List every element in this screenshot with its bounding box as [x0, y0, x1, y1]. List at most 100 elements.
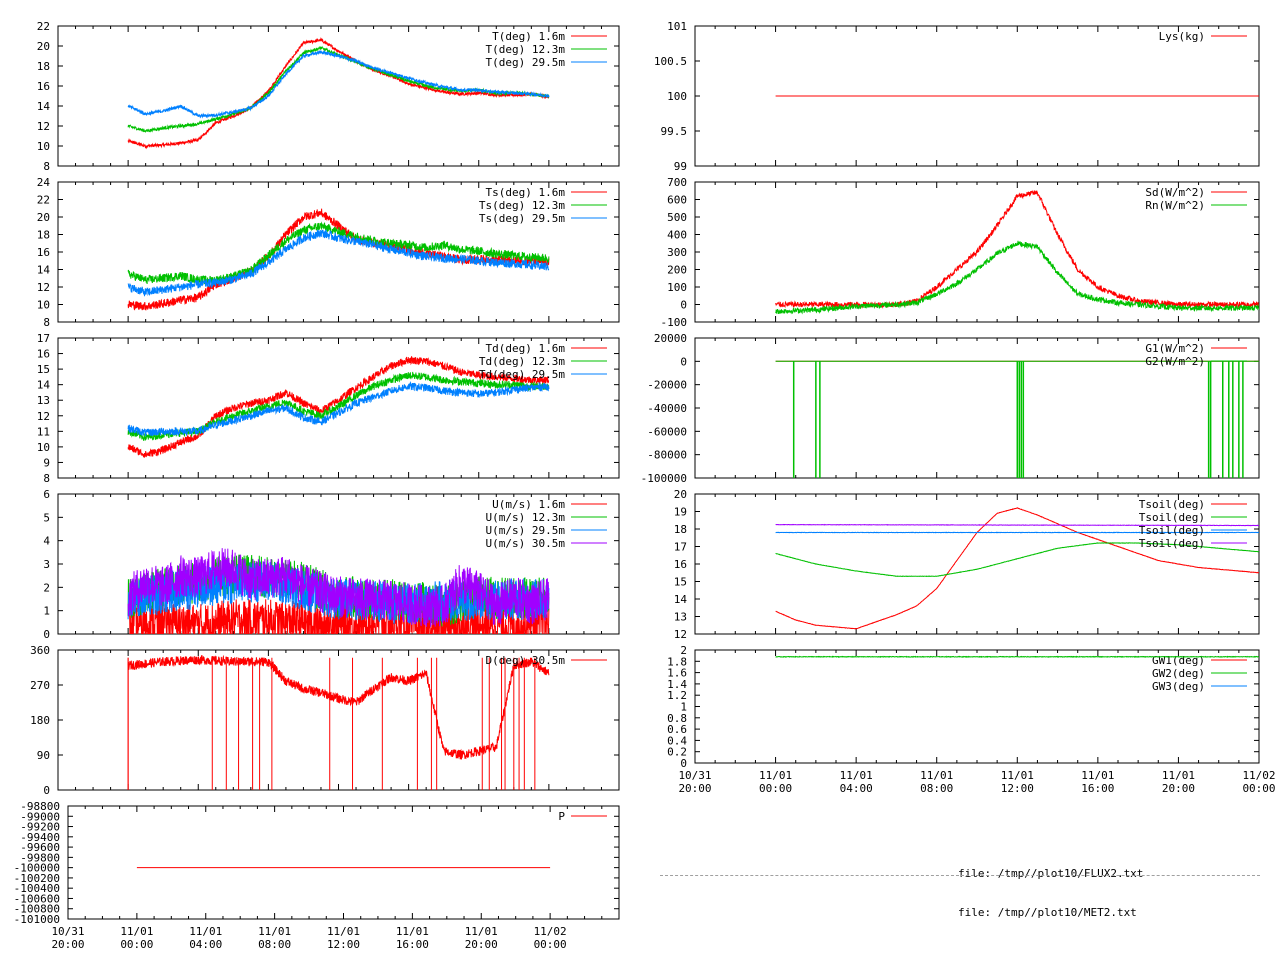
y-tick-label: 3 [43, 558, 50, 571]
y-tick-label: 360 [30, 644, 50, 657]
legend-label: Ts(deg) 1.6m [486, 186, 566, 199]
y-tick-label: 101 [667, 20, 687, 33]
panel-gw: 00.20.40.60.811.21.41.61.8210/3120:0011/… [667, 644, 1275, 795]
series-line [127, 548, 550, 627]
y-tick-label: 0.4 [667, 734, 687, 747]
y-tick-label: 5 [43, 511, 50, 524]
y-tick-label: 1 [43, 605, 50, 618]
y-tick-label: 2 [680, 644, 687, 657]
legend-label: G2(W/m^2) [1145, 355, 1205, 368]
y-tick-label: 8 [43, 316, 50, 329]
legend-label: Tsoil(deg) [1139, 511, 1205, 524]
series-line [775, 655, 1259, 659]
y-tick-label: 22 [37, 20, 50, 33]
y-tick-label: 14 [37, 379, 51, 392]
series-line [775, 542, 1259, 578]
file-info: file: /tmp//plot10/FLUX2.txt file: /tmp/… [958, 841, 1143, 932]
x-tick-label-time: 12:00 [1001, 782, 1034, 795]
y-tick-label: 6 [43, 488, 50, 501]
x-tick-label-time: 20:00 [51, 938, 84, 951]
y-tick-label: 1.2 [667, 689, 687, 702]
separator-line [660, 875, 1260, 876]
legend-label: G1(W/m^2) [1145, 342, 1205, 355]
y-tick-label: -80000 [647, 449, 687, 462]
series-line [775, 523, 1259, 527]
y-tick-label: 10 [37, 299, 50, 312]
x-tick-label-time: 04:00 [840, 782, 873, 795]
x-tick-label-date: 11/01 [120, 925, 153, 938]
y-tick-label: 17 [674, 541, 687, 554]
legend-label: Tsoil(deg) [1139, 524, 1205, 537]
y-tick-label: 1 [680, 701, 687, 714]
legend-label: GW2(deg) [1152, 667, 1205, 680]
y-tick-label: 16 [37, 80, 50, 93]
legend-label: Tsoil(deg) [1139, 537, 1205, 550]
x-tick-label-date: 11/01 [396, 925, 429, 938]
x-tick-label-date: 11/01 [1001, 769, 1034, 782]
y-tick-label: 12 [37, 410, 50, 423]
y-tick-label: 12 [674, 628, 687, 641]
plot-frame [67, 805, 620, 920]
y-tick-label: 15 [37, 363, 50, 376]
y-tick-label: 14 [674, 593, 688, 606]
y-tick-label: 0 [43, 784, 50, 797]
x-tick-label-date: 11/01 [840, 769, 873, 782]
y-tick-label: 13 [674, 611, 687, 624]
y-tick-label: -20000 [647, 379, 687, 392]
x-tick-label-time: 00:00 [534, 938, 567, 951]
y-tick-label: -99200 [20, 821, 60, 834]
x-tick-label-date: 11/02 [1242, 769, 1275, 782]
legend-label: D(deg) 30.5m [486, 654, 566, 667]
x-tick-label-date: 11/01 [327, 925, 360, 938]
series-line [127, 355, 550, 458]
y-tick-label: 17 [37, 332, 50, 345]
panel-u: 0 1 2 3 4 5 6 U(m/s) 1.6mU(m/s) 12.3mU(m/s) 29.… [43, 488, 620, 641]
y-tick-label: 18 [674, 523, 687, 536]
file-info-line-2: file: /tmp//plot10/MET2.txt [958, 906, 1137, 919]
y-tick-label: 16 [37, 246, 50, 259]
series-line [127, 371, 550, 441]
x-tick-label-date: 11/01 [1162, 769, 1195, 782]
y-tick-label: 18 [37, 60, 50, 73]
y-tick-label: 4 [43, 535, 50, 548]
legend-label: T(deg) 29.5m [486, 56, 566, 69]
series-line [127, 654, 550, 760]
y-tick-label: -100800 [14, 903, 60, 916]
y-tick-label: 0 [680, 355, 687, 368]
legend-label: Sd(W/m^2) [1145, 186, 1205, 199]
legend-label: Rn(W/m^2) [1145, 199, 1205, 212]
y-tick-label: 20000 [654, 332, 687, 345]
x-tick-label-date: 10/31 [51, 925, 84, 938]
x-tick-label-date: 11/01 [759, 769, 792, 782]
x-tick-label-time: 16:00 [1081, 782, 1114, 795]
x-tick-label-time: 12:00 [327, 938, 360, 951]
y-tick-label: 14 [37, 264, 51, 277]
x-tick-label-time: 16:00 [396, 938, 429, 951]
y-tick-label: 20 [37, 40, 50, 53]
y-tick-label: 100 [667, 90, 687, 103]
y-tick-label: 20 [674, 488, 687, 501]
y-tick-label: 0.2 [667, 746, 687, 759]
legend-label: Ts(deg) 12.3m [479, 199, 565, 212]
series-line [775, 240, 1259, 315]
y-tick-label: 99.5 [661, 125, 688, 138]
y-tick-label: 24 [37, 176, 51, 189]
y-tick-label: 12 [37, 120, 50, 133]
y-tick-label: 270 [30, 679, 50, 692]
panel-rad: -100 0 100 200 300 400 500 600 700 Sd(W/m^2)Rn(W/… [661, 176, 1260, 329]
x-tick-label-time: 20:00 [1162, 782, 1195, 795]
x-tick-label-time: 00:00 [1242, 782, 1275, 795]
series-line [775, 507, 1259, 630]
series-line [127, 221, 550, 285]
y-tick-label: -40000 [647, 402, 687, 415]
y-tick-label: -100600 [14, 892, 60, 905]
y-tick-label: 22 [37, 194, 50, 207]
y-tick-label: -99600 [20, 841, 60, 854]
y-tick-label: 16 [37, 348, 50, 361]
x-tick-label-time: 00:00 [759, 782, 792, 795]
y-tick-label: -99400 [20, 831, 60, 844]
legend-label: GW3(deg) [1152, 680, 1205, 693]
